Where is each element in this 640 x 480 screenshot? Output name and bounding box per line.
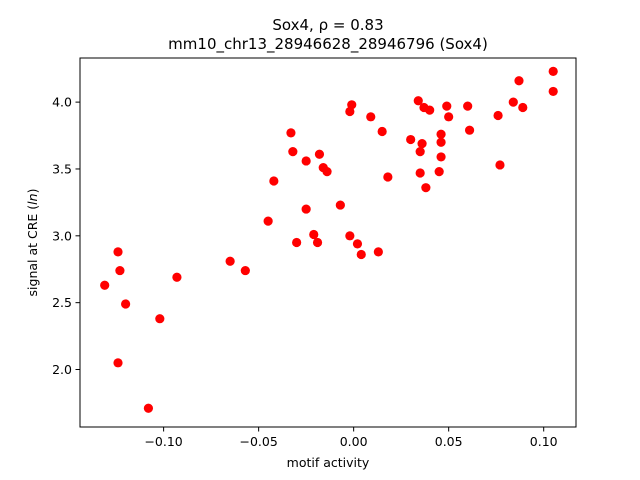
- data-point: [309, 229, 319, 240]
- y-axis-label-suffix: ): [25, 189, 40, 194]
- data-point: [301, 204, 311, 214]
- data-point: [442, 101, 452, 111]
- x-tick-label: −0.10: [144, 434, 182, 449]
- data-point: [356, 249, 366, 260]
- data-point: [155, 314, 165, 324]
- y-tick-label: 4.0: [52, 95, 72, 110]
- data-point: [301, 156, 311, 166]
- data-point: [464, 125, 475, 135]
- y-tick-label: 2.0: [52, 362, 72, 377]
- data-point: [508, 97, 518, 107]
- data-point: [345, 231, 355, 241]
- x-tick-label: 0.10: [530, 434, 558, 449]
- data-point: [425, 105, 435, 115]
- data-point: [373, 247, 383, 257]
- y-tick-label: 2.5: [52, 295, 72, 310]
- y-axis-ticks: 2.0 2.5 3.0 3.5 4.0: [52, 95, 80, 377]
- data-point: [518, 102, 528, 113]
- data-point: [121, 299, 131, 309]
- data-point: [434, 167, 444, 177]
- data-point: [113, 247, 123, 257]
- data-point: [444, 112, 454, 122]
- data-point: [383, 172, 393, 182]
- data-point: [269, 176, 279, 186]
- data-point: [263, 216, 273, 226]
- chart-subtitle: mm10_chr13_28946628_28946796 (Sox4): [168, 35, 488, 54]
- data-point: [286, 128, 296, 138]
- y-axis-label-prefix: signal at CRE (: [25, 205, 40, 297]
- data-point: [406, 134, 416, 145]
- chart-title: Sox4, ρ = 0.83: [272, 16, 383, 34]
- data-point: [548, 66, 558, 76]
- x-tick-label: 0.00: [340, 434, 368, 449]
- data-point: [172, 272, 182, 282]
- data-point: [322, 167, 332, 177]
- y-tick-label: 3.5: [52, 161, 72, 176]
- data-point: [548, 86, 558, 97]
- data-point: [292, 237, 302, 248]
- data-point: [377, 126, 387, 137]
- data-point: [100, 280, 110, 290]
- data-point: [415, 168, 425, 178]
- data-point: [413, 96, 423, 106]
- data-point: [463, 101, 473, 111]
- points-layer: [100, 66, 558, 413]
- data-point: [347, 100, 357, 110]
- x-axis-ticks: −0.10 −0.05 0.00 0.05 0.10: [144, 427, 558, 449]
- y-axis-label-italic: ln: [25, 193, 40, 204]
- data-point: [240, 265, 250, 276]
- data-point: [495, 160, 505, 170]
- data-point: [417, 138, 427, 149]
- data-point: [493, 110, 503, 121]
- plot-frame: [79, 57, 577, 428]
- y-axis-label: signal at CRE (ln): [25, 189, 40, 297]
- y-tick-label: 3.0: [52, 228, 72, 243]
- data-point: [115, 265, 125, 276]
- x-tick-label: 0.05: [435, 434, 463, 449]
- data-point: [312, 237, 323, 248]
- data-point: [314, 149, 325, 159]
- data-point: [352, 239, 363, 249]
- data-point: [421, 183, 431, 193]
- data-point: [436, 129, 446, 139]
- data-point: [415, 146, 425, 157]
- x-axis-label: motif activity: [287, 455, 370, 470]
- data-point: [335, 200, 345, 210]
- x-tick-label: −0.05: [239, 434, 277, 449]
- data-point: [436, 152, 446, 162]
- data-point: [143, 403, 154, 413]
- data-point: [514, 76, 524, 86]
- data-point: [113, 358, 123, 368]
- data-point: [225, 256, 235, 266]
- data-point: [366, 112, 376, 122]
- data-point: [288, 146, 298, 157]
- data-point: [436, 137, 446, 147]
